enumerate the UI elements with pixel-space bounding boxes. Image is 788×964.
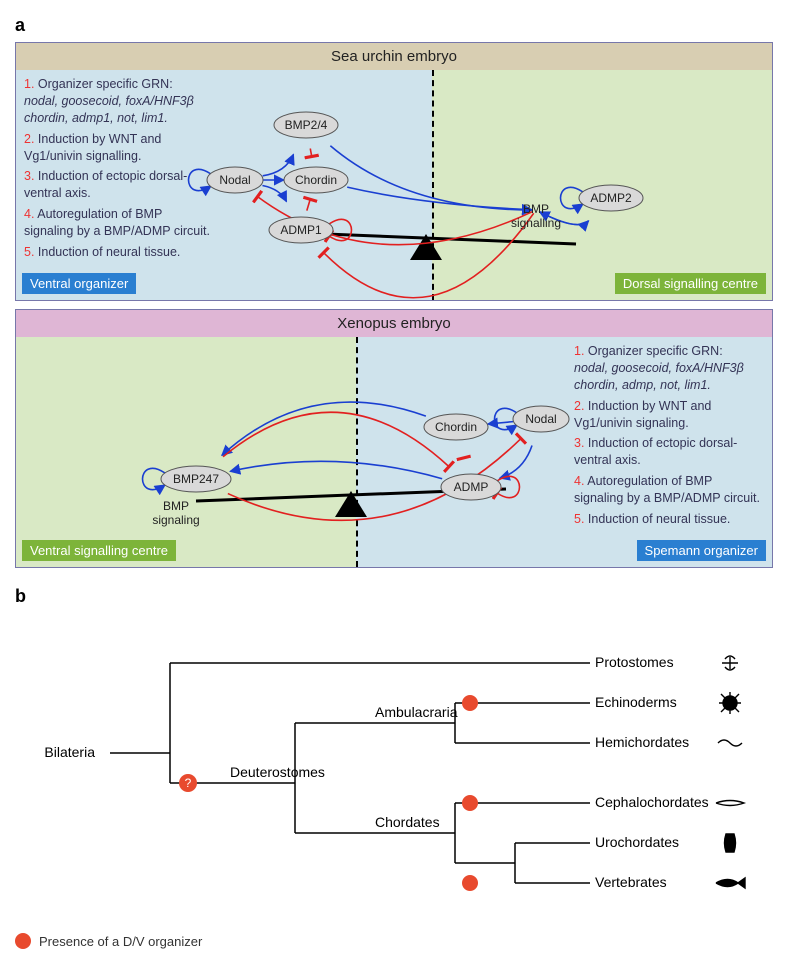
svg-text:signalling: signalling — [511, 216, 561, 230]
svg-text:Chordates: Chordates — [375, 814, 440, 830]
panel-title: Xenopus embryo — [16, 310, 772, 337]
svg-text:Hemichordates: Hemichordates — [595, 734, 689, 750]
svg-text:signaling: signaling — [152, 513, 199, 527]
svg-text:BMP247: BMP247 — [173, 472, 219, 486]
svg-text:Echinoderms: Echinoderms — [595, 694, 677, 710]
svg-text:BMP: BMP — [523, 202, 549, 216]
svg-text:Protostomes: Protostomes — [595, 654, 674, 670]
legend: Presence of a D/V organizer — [15, 933, 773, 949]
svg-text:BMP2/4: BMP2/4 — [285, 118, 328, 132]
sea-urchin-panel: Sea urchin embryoVentral organizerDorsal… — [15, 42, 773, 301]
panel-a-label: a — [15, 15, 773, 36]
legend-dot-icon — [15, 933, 31, 949]
svg-text:Vertebrates: Vertebrates — [595, 874, 667, 890]
svg-text:ADMP1: ADMP1 — [280, 223, 322, 237]
svg-text:Cephalochordates: Cephalochordates — [595, 794, 709, 810]
svg-text:ADMP2: ADMP2 — [590, 191, 632, 205]
svg-text:Ambulacraria: Ambulacraria — [375, 704, 458, 720]
svg-text:Nodal: Nodal — [525, 412, 556, 426]
legend-text: Presence of a D/V organizer — [39, 934, 202, 949]
svg-text:?: ? — [185, 776, 192, 790]
svg-text:Chordin: Chordin — [295, 173, 337, 187]
panel-b-label: b — [15, 586, 773, 607]
svg-text:Bilateria: Bilateria — [44, 744, 95, 760]
svg-text:Nodal: Nodal — [219, 173, 250, 187]
svg-text:Urochordates: Urochordates — [595, 834, 679, 850]
xenopus-panel: Xenopus embryoVentral signalling centreS… — [15, 309, 773, 568]
svg-text:Chordin: Chordin — [435, 420, 477, 434]
svg-text:ADMP: ADMP — [454, 480, 489, 494]
phylogeny-panel: ? Bilateria Deuterostomes Ambulacraria Chord… — [15, 613, 773, 913]
svg-text:Deuterostomes: Deuterostomes — [230, 764, 325, 780]
svg-text:BMP: BMP — [163, 499, 189, 513]
panel-title: Sea urchin embryo — [16, 43, 772, 70]
